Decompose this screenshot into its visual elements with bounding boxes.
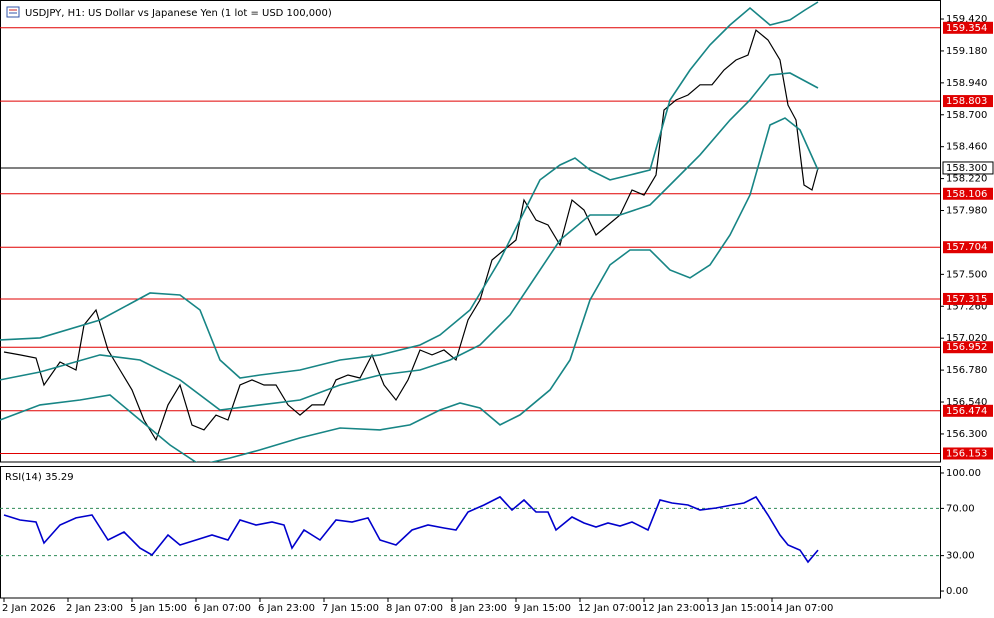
rsi-label: RSI(14) 35.29 (5, 472, 74, 483)
x-tick-label: 12 Jan 07:00 (578, 603, 641, 614)
level-label-box (943, 95, 993, 108)
rsi-plot (0, 495, 940, 564)
level-label: 159.354 (946, 23, 987, 34)
level-label-box (943, 21, 993, 34)
x-tick-label: 7 Jan 15:00 (322, 603, 379, 614)
rsi-frame (0, 466, 941, 599)
chart-title: USDJPY, H1: US Dollar vs Japanese Yen (1… (25, 8, 332, 19)
level-label: 156.153 (946, 448, 987, 459)
y-tick-label: 157.020 (946, 333, 987, 344)
rsi-y-tick-label: 100.00 (946, 468, 981, 479)
x-tick-label: 2 Jan 2026 (2, 603, 56, 614)
rsi-y-tick-label: 30.00 (946, 551, 975, 562)
x-tick-label: 6 Jan 23:00 (258, 603, 315, 614)
y-tick-label: 156.540 (946, 397, 987, 408)
y-tick-label: 159.180 (946, 46, 987, 57)
x-tick-label: 6 Jan 07:00 (194, 603, 251, 614)
y-tick-label: 158.940 (946, 78, 987, 89)
symbol-icon (6, 6, 20, 18)
x-tick-label: 12 Jan 23:00 (642, 603, 705, 614)
series-line (0, 1, 819, 379)
series-line (0, 72, 819, 411)
main-plot (0, 1, 940, 462)
x-tick-label: 14 Jan 07:00 (770, 603, 833, 614)
level-label: 156.952 (946, 342, 987, 353)
level-label-box (943, 404, 993, 417)
y-tick-label: 159.420 (946, 14, 987, 25)
y-tick-label: 158.700 (946, 110, 987, 121)
x-tick-label: 13 Jan 15:00 (706, 603, 769, 614)
level-label: 157.315 (946, 294, 987, 305)
current-price-box (942, 161, 994, 175)
rsi-line (3, 495, 819, 564)
y-tick-label: 156.300 (946, 429, 987, 440)
axes: 159.420 159.180 158.940 158.700 158.460 158.2… (2, 14, 994, 614)
level-label: 158.106 (946, 189, 987, 200)
series-line (3, 29, 819, 442)
y-tick-label: 156.780 (946, 365, 987, 376)
level-label: 158.803 (946, 96, 987, 107)
x-tick-label: 9 Jan 15:00 (514, 603, 571, 614)
level-label-box (943, 292, 993, 305)
series-line (0, 117, 819, 462)
level-label-box (943, 447, 993, 460)
level-label-box (943, 241, 993, 254)
level-label: 156.474 (946, 406, 987, 417)
level-label-box (943, 187, 993, 200)
y-tick-label: 157.260 (946, 301, 987, 312)
y-tick-label: 157.980 (946, 206, 987, 217)
y-tick-label: 158.220 (946, 174, 987, 185)
level-label: 157.704 (946, 242, 987, 253)
x-tick-label: 2 Jan 23:00 (66, 603, 123, 614)
main-frame (0, 0, 941, 463)
rsi-y-tick-label: 0.00 (946, 586, 968, 597)
x-tick-label: 8 Jan 07:00 (386, 603, 443, 614)
x-tick-label: 5 Jan 15:00 (130, 603, 187, 614)
x-tick-label: 8 Jan 23:00 (450, 603, 507, 614)
y-tick-label: 158.460 (946, 142, 987, 153)
rsi-y-tick-label: 70.00 (946, 503, 975, 514)
y-tick-label: 157.500 (946, 269, 987, 280)
current-price-label: 158.300 (946, 163, 987, 174)
level-label-box (943, 341, 993, 354)
